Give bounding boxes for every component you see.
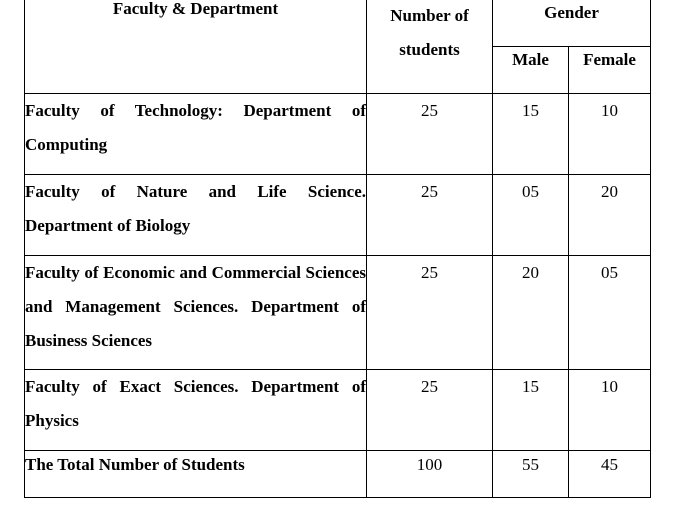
- students-cell: 25: [366, 174, 493, 256]
- header-faculty-department: Faculty & Department: [24, 0, 367, 94]
- student-distribution-table: Faculty & Department Number of students …: [24, 0, 651, 498]
- total-label: The Total Number of Students: [24, 450, 367, 498]
- students-cell: 25: [366, 369, 493, 451]
- male-cell: 15: [492, 93, 569, 175]
- students-cell: 25: [366, 93, 493, 175]
- total-students: 100: [366, 450, 493, 498]
- faculty-cell: Faculty of Technology: Department of Com…: [24, 93, 367, 175]
- header-row: Faculty & Department Number of students …: [24, 0, 651, 94]
- table-row: Faculty of Nature and Life Science. Depa…: [24, 174, 651, 256]
- header-male: Male: [492, 45, 569, 94]
- total-female: 45: [568, 450, 651, 498]
- table-row: Faculty of Exact Sciences. Department of…: [24, 369, 651, 451]
- male-cell: 20: [492, 255, 569, 370]
- male-cell: 15: [492, 369, 569, 451]
- female-cell: 10: [568, 369, 651, 451]
- female-cell: 05: [568, 255, 651, 370]
- faculty-cell: Faculty of Nature and Life Science. Depa…: [24, 174, 367, 256]
- table-row: Faculty of Technology: Department of Com…: [24, 93, 651, 175]
- faculty-cell: Faculty of Economic and Commercial Scien…: [24, 255, 367, 370]
- female-cell: 10: [568, 93, 651, 175]
- students-cell: 25: [366, 255, 493, 370]
- header-number-of-students: Number of students: [366, 0, 493, 94]
- table-row: Faculty of Economic and Commercial Scien…: [24, 255, 651, 370]
- header-gender: Gender: [492, 0, 651, 47]
- total-row: The Total Number of Students 100 55 45: [24, 450, 651, 498]
- female-cell: 20: [568, 174, 651, 256]
- header-subrow: Male Female: [25, 45, 651, 94]
- total-male: 55: [492, 450, 569, 498]
- faculty-cell: Faculty of Exact Sciences. Department of…: [24, 369, 367, 451]
- male-cell: 05: [492, 174, 569, 256]
- header-female: Female: [568, 45, 651, 94]
